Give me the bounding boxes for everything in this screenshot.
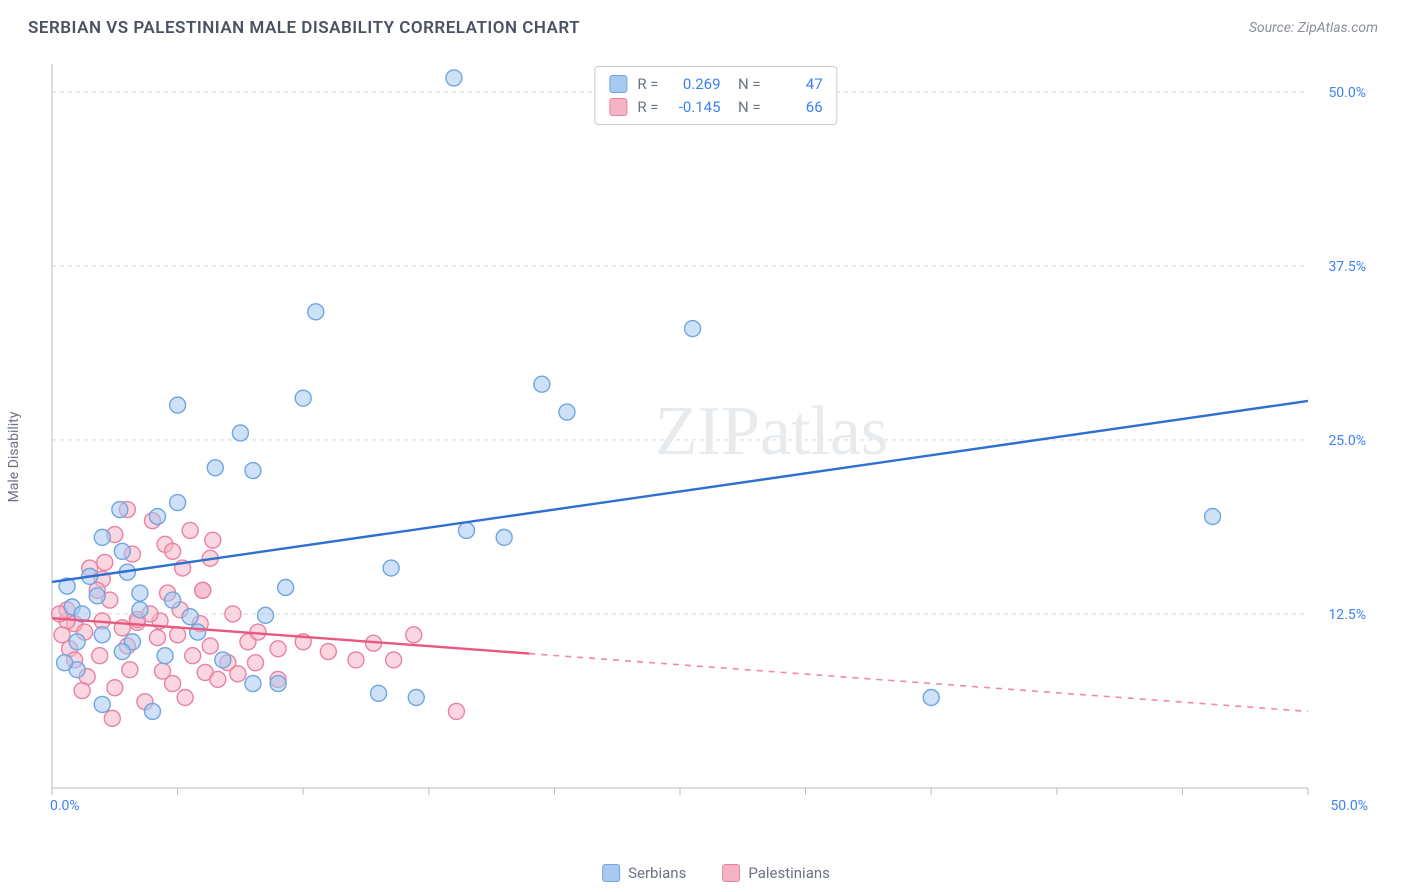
legend-row-serbians: R = 0.269 N = 47 (609, 73, 822, 96)
chart-title: SERBIAN VS PALESTINIAN MALE DISABILITY C… (28, 18, 580, 38)
correlation-legend: R = 0.269 N = 47 R = -0.145 N = 66 (594, 66, 837, 125)
swatch-serbians-icon (602, 864, 620, 882)
svg-text:ZIPatlas: ZIPatlas (655, 393, 888, 470)
legend-label-serbians: Serbians (628, 864, 686, 882)
scatter-plot: 12.5% 25.0% 37.5% 50.0% ZIPatlas 0.0% 50.0% (46, 60, 1372, 816)
r-value-serbians: 0.269 (669, 73, 721, 96)
r-label: R = (637, 96, 658, 119)
svg-text:37.5%: 37.5% (1328, 259, 1366, 275)
svg-text:50.0%: 50.0% (1328, 85, 1366, 101)
n-value-palestinians: 66 (771, 96, 823, 119)
chart-header: SERBIAN VS PALESTINIAN MALE DISABILITY C… (0, 0, 1406, 46)
legend-item-serbians: Serbians (602, 864, 686, 882)
legend-row-palestinians: R = -0.145 N = 66 (609, 96, 822, 119)
r-label: R = (637, 73, 658, 96)
chart-area: Male Disability 12.5%25.0%37.5%50.0%ZIPa… (46, 60, 1386, 854)
series-legend: Serbians Palestinians (602, 864, 830, 882)
legend-label-palestinians: Palestinians (748, 864, 830, 882)
y-axis-label: Male Disability (6, 412, 22, 503)
n-label: N = (731, 96, 761, 119)
svg-text:0.0%: 0.0% (50, 798, 80, 814)
swatch-palestinians (609, 98, 627, 116)
svg-text:25.0%: 25.0% (1328, 433, 1366, 449)
swatch-palestinians-icon (722, 864, 740, 882)
r-value-palestinians: -0.145 (669, 96, 721, 119)
swatch-serbians (609, 75, 627, 93)
svg-text:50.0%: 50.0% (1330, 798, 1368, 814)
chart-source: Source: ZipAtlas.com (1249, 20, 1378, 36)
svg-text:12.5%: 12.5% (1328, 607, 1366, 623)
legend-item-palestinians: Palestinians (722, 864, 830, 882)
n-value-serbians: 47 (771, 73, 823, 96)
n-label: N = (731, 73, 761, 96)
